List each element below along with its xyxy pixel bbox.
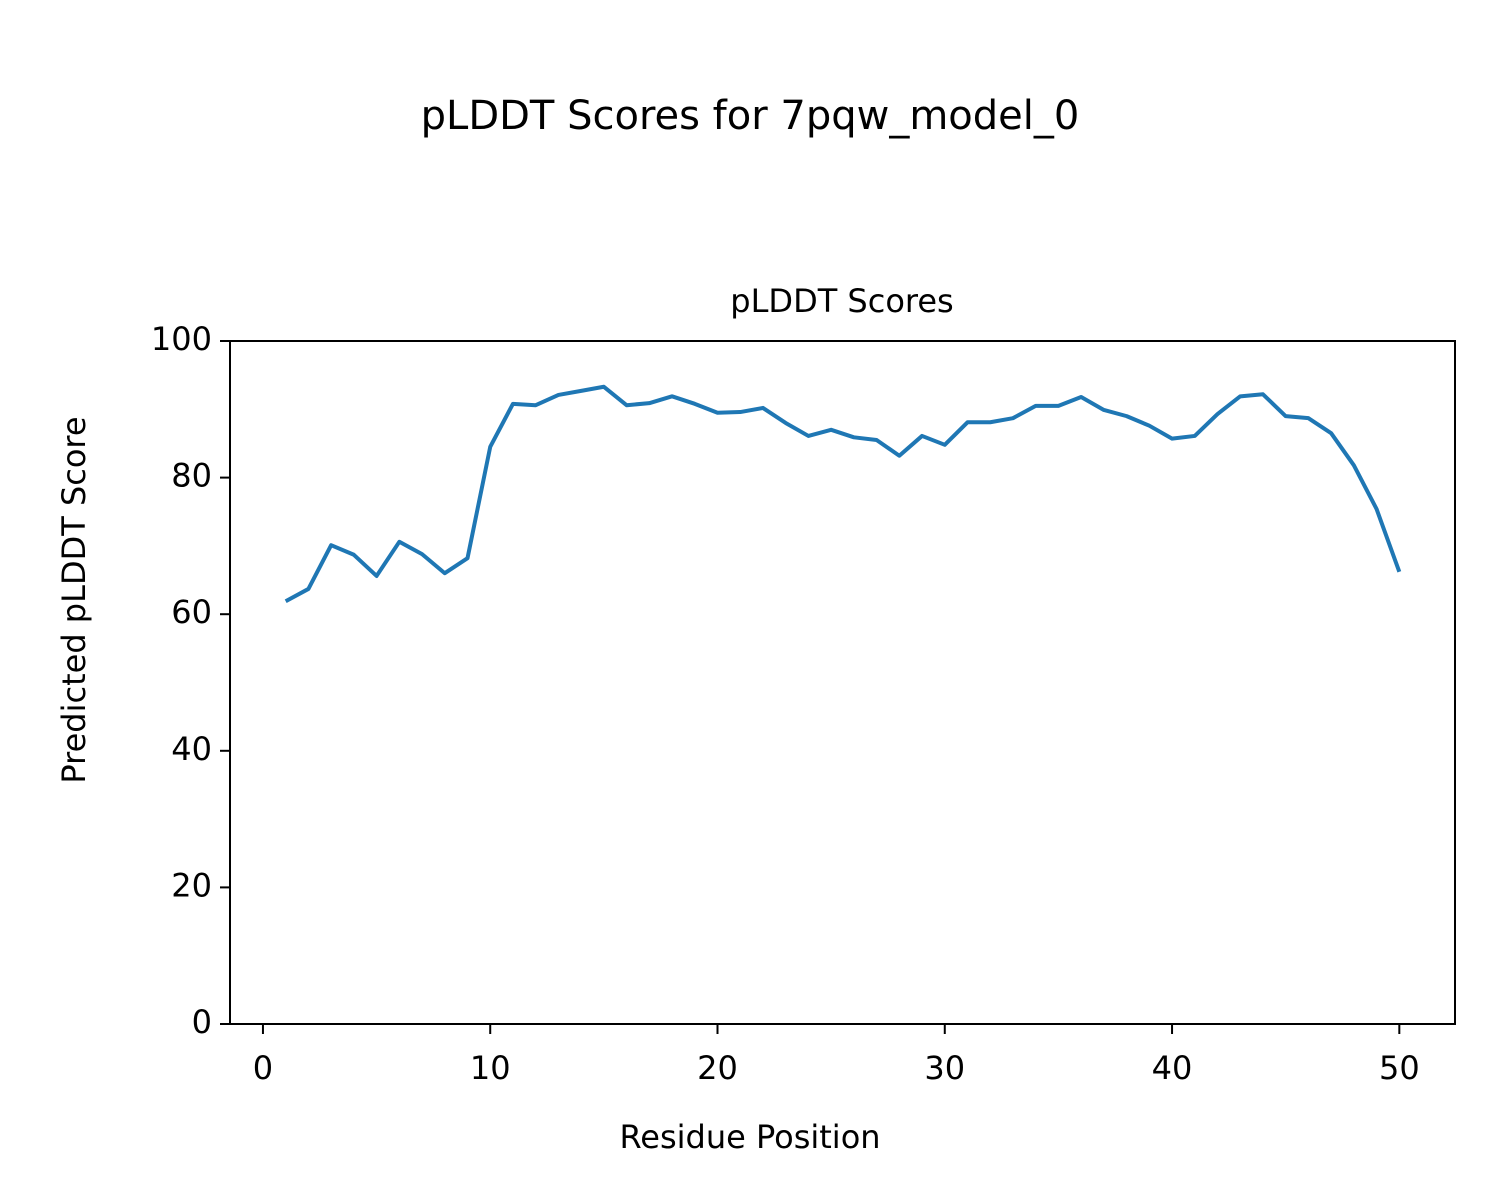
y-axis-label: Predicted pLDDT Score [55, 416, 93, 783]
y-tick-label: 40 [171, 730, 212, 768]
y-tick-label: 60 [171, 593, 212, 631]
chart-title: pLDDT Scores for 7pqw_model_0 [421, 93, 1080, 139]
y-tick-label: 100 [151, 320, 212, 358]
axes-frame [229, 340, 1456, 1025]
data-line [284, 384, 1402, 603]
x-tick-label: 30 [924, 1049, 965, 1087]
x-tick-label: 40 [1152, 1049, 1193, 1087]
y-tick-label: 20 [171, 866, 212, 904]
x-tick-label: 0 [253, 1049, 273, 1087]
x-axis-label: Residue Position [619, 1118, 880, 1156]
y-tick-label: 0 [192, 1003, 212, 1041]
x-tick-label: 20 [697, 1049, 738, 1087]
x-tick-label: 10 [470, 1049, 511, 1087]
axes-title: pLDDT Scores [730, 282, 953, 320]
y-tick-label: 80 [171, 457, 212, 495]
x-tick-label: 50 [1379, 1049, 1420, 1087]
